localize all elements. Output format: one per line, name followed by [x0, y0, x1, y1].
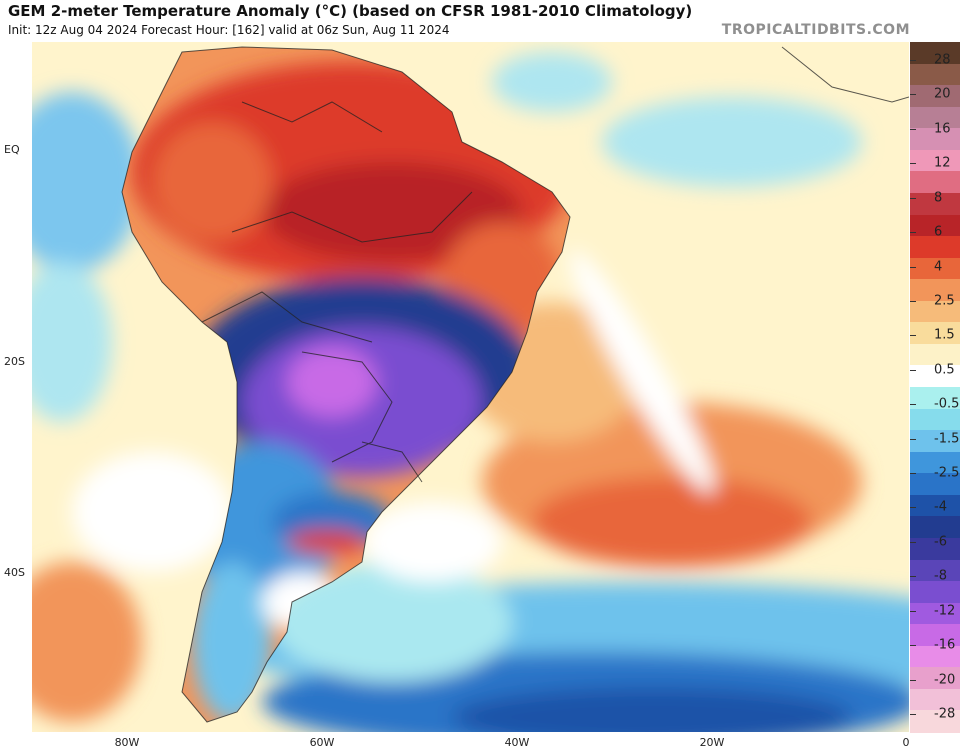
colorbar-label: -4 — [934, 499, 947, 515]
source-watermark: TROPICALTIDBITS.COM — [721, 22, 910, 38]
colorbar-tick — [910, 404, 916, 406]
lat-label-eq: EQ — [4, 143, 20, 156]
colorbar-tick — [910, 714, 916, 715]
colorbar-swatch — [910, 257, 960, 280]
colorbar-label: 20 — [934, 86, 951, 102]
map-title: GEM 2-meter Temperature Anomaly (°C) (ba… — [8, 2, 693, 20]
forecast-subtitle: Init: 12z Aug 04 2024 Forecast Hour: [16… — [8, 23, 450, 37]
colorbar-label: -28 — [934, 706, 956, 722]
lat-label-20s: 20S — [4, 355, 25, 368]
lon-label-80w: 80W — [114, 736, 140, 749]
lon-label-20w: 20W — [699, 736, 725, 749]
lon-label-60w: 60W — [309, 736, 335, 749]
colorbar-label: -12 — [934, 603, 956, 619]
colorbar-label: -1.5 — [934, 431, 960, 447]
colorbar-swatch — [910, 279, 960, 302]
colorbar-tick — [910, 60, 916, 61]
colorbar-swatch — [910, 106, 960, 129]
anomaly-field — [32, 42, 909, 732]
colorbar-tick — [910, 335, 916, 337]
colorbar-label: 6 — [934, 224, 943, 240]
colorbar-label: 4 — [934, 259, 943, 275]
colorbar-swatch — [910, 688, 960, 711]
colorbar-swatch — [910, 645, 960, 668]
colorbar-tick — [910, 266, 916, 268]
colorbar-swatch — [910, 581, 960, 604]
colorbar-tick — [910, 197, 916, 199]
lon-label-0: 0 — [902, 736, 910, 749]
colorbar-swatch — [910, 343, 960, 366]
colorbar-swatch — [910, 149, 960, 172]
colorbar-swatch — [910, 128, 960, 151]
colorbar-legend: 28 20 16 12 8 6 4 2.5 1.5 0.5 -0.5 -1.5 -2.5 -4 -6 -8 -1… — [910, 42, 960, 733]
coastline-outlines — [121, 46, 909, 723]
colorbar-swatch — [910, 451, 960, 474]
colorbar-swatch — [910, 236, 960, 259]
colorbar-tick — [910, 300, 916, 302]
colorbar-label: -6 — [934, 534, 947, 550]
colorbar-label: 1.5 — [934, 327, 955, 343]
colorbar-tick — [910, 128, 916, 130]
colorbar-label: -8 — [934, 568, 947, 584]
colorbar-tick — [910, 645, 916, 647]
colorbar-label: -16 — [934, 637, 956, 653]
colorbar-swatch — [910, 387, 960, 410]
colorbar-label: 8 — [934, 190, 943, 206]
colorbar-swatch — [910, 192, 960, 215]
colorbar-tick — [910, 94, 916, 96]
colorbar-tick — [910, 369, 916, 371]
colorbar-swatch — [910, 408, 960, 431]
colorbar-swatch — [910, 85, 960, 108]
colorbar-swatch — [910, 667, 960, 690]
colorbar-swatch — [910, 365, 960, 388]
colorbar-tick — [910, 163, 916, 165]
colorbar-swatch — [910, 473, 960, 496]
colorbar-tick — [910, 438, 916, 440]
colorbar-label: 0.5 — [934, 362, 955, 378]
colorbar-tick — [910, 541, 916, 543]
colorbar-swatch — [910, 300, 960, 323]
colorbar-label: -2.5 — [934, 465, 960, 481]
colorbar-swatch — [910, 430, 960, 453]
colorbar-swatch — [910, 624, 960, 647]
colorbar-swatch — [910, 42, 960, 65]
colorbar-swatch — [910, 214, 960, 237]
colorbar-swatch — [910, 537, 960, 560]
colorbar-swatch — [910, 559, 960, 582]
colorbar-tick — [910, 232, 916, 234]
lon-label-40w: 40W — [504, 736, 530, 749]
anomaly-map — [32, 42, 909, 732]
colorbar-swatch — [910, 171, 960, 194]
colorbar-swatch — [910, 322, 960, 345]
colorbar-label: -0.5 — [934, 396, 960, 412]
colorbar-swatch — [910, 516, 960, 539]
colorbar-swatch — [910, 602, 960, 625]
colorbar-label: 16 — [934, 121, 951, 137]
colorbar-tick — [910, 679, 916, 681]
colorbar-tick — [910, 507, 916, 509]
lat-label-40s: 40S — [4, 566, 25, 579]
colorbar-swatch — [910, 494, 960, 517]
colorbar-label: 2.5 — [934, 293, 955, 309]
colorbar-swatch — [910, 63, 960, 86]
colorbar-label: -20 — [934, 672, 956, 688]
colorbar-swatch — [910, 710, 960, 733]
colorbar-tick — [910, 473, 916, 475]
colorbar-label: 12 — [934, 155, 951, 171]
colorbar-tick — [910, 610, 916, 612]
colorbar-tick — [910, 576, 916, 578]
colorbar-label: 28 — [934, 52, 951, 68]
